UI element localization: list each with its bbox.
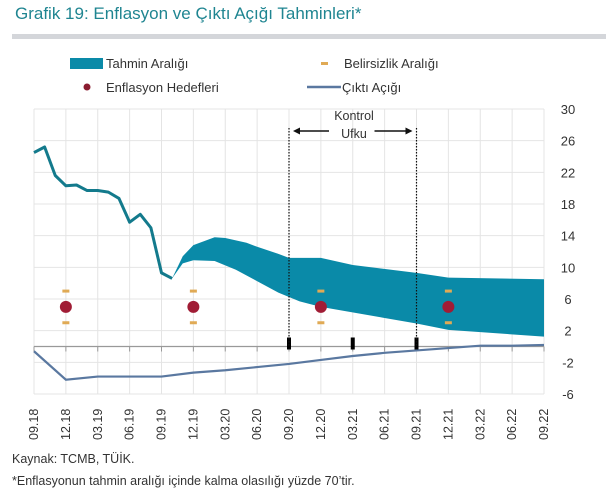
y-tick-label: 6 xyxy=(564,292,571,307)
x-tick-label: 06.22 xyxy=(505,409,519,440)
legend-uncertainty-label: Belirsizlik Aralığı xyxy=(344,56,439,71)
uncertainty-low-mark xyxy=(317,321,325,325)
legend: Tahmin Aralığı Belirsizlik Aralığı Enfla… xyxy=(70,56,439,95)
y-tick-label: 10 xyxy=(561,260,575,275)
legend-target-label: Enflasyon Hedefleri xyxy=(106,80,219,95)
y-tick-label: 26 xyxy=(561,134,575,149)
y-tick-label: 30 xyxy=(561,102,575,117)
chart-title: Grafik 19: Enflasyon ve Çıktı Açığı Tahm… xyxy=(15,4,362,23)
x-tick-label: 03.22 xyxy=(473,409,487,440)
axis-marker xyxy=(287,337,291,350)
x-tick-label: 06.19 xyxy=(123,409,137,440)
y-tick-label: 22 xyxy=(561,165,575,180)
axis-marker xyxy=(350,337,355,350)
inflation-target-point xyxy=(187,300,200,313)
source-note: Kaynak: TCMB, TÜİK. xyxy=(12,452,135,466)
x-tick-label: 12.20 xyxy=(314,409,328,440)
y-tick-label: -2 xyxy=(562,355,574,370)
arrow-right-icon xyxy=(405,127,413,135)
uncertainty-high-mark xyxy=(62,289,70,293)
uncertainty-high-mark xyxy=(444,289,452,293)
x-tick-label: 09.19 xyxy=(155,409,169,440)
uncertainty-low-mark xyxy=(62,321,70,325)
inflation-line xyxy=(33,145,173,280)
legend-band-label: Tahmin Aralığı xyxy=(106,56,188,71)
annotation-line2: Ufku xyxy=(341,127,367,141)
y-tick-label: 2 xyxy=(564,324,571,339)
x-tick-label: 09.22 xyxy=(537,409,551,440)
y-tick-label: -6 xyxy=(562,387,574,402)
x-tick-label: 06.20 xyxy=(250,409,264,440)
legend-band-swatch xyxy=(70,58,103,69)
x-tick-label: 12.18 xyxy=(59,409,73,440)
x-tick-label: 09.18 xyxy=(27,409,41,440)
legend-gap-label: Çıktı Açığı xyxy=(342,80,401,95)
title-divider xyxy=(12,34,606,39)
uncertainty-high-mark xyxy=(189,289,197,293)
y-axis: 30 26 22 18 14 10 6 2 -2 -6 xyxy=(561,102,575,402)
axis-marker xyxy=(414,337,419,350)
arrow-left-icon xyxy=(293,127,300,135)
uncertainty-high-mark xyxy=(317,289,325,293)
y-tick-label: 18 xyxy=(561,197,575,212)
control-horizon-annotation: Kontrol Ufku xyxy=(288,109,418,347)
x-tick-label: 06.21 xyxy=(378,409,392,440)
annotation-line1: Kontrol xyxy=(334,109,374,123)
x-tick-label: 03.21 xyxy=(346,409,360,440)
x-tick-label: 12.21 xyxy=(441,409,455,440)
inflation-target-point xyxy=(442,300,455,313)
x-tick-label: 09.21 xyxy=(410,409,424,440)
x-axis: 09.18 12.18 03.19 06.19 09.19 12.19 03.20 06.20… xyxy=(27,409,551,440)
x-tick-label: 03.20 xyxy=(218,409,232,440)
footnote: *Enflasyonun tahmin aralığı içinde kalma… xyxy=(12,474,355,488)
y-tick-label: 14 xyxy=(561,229,575,244)
x-tick-label: 09.20 xyxy=(282,409,296,440)
legend-target-swatch xyxy=(83,83,91,91)
plot-marks xyxy=(33,145,545,381)
output-gap-line xyxy=(33,343,545,381)
legend-uncertainty-swatch xyxy=(321,62,328,65)
inflation-target-point xyxy=(59,300,72,313)
inflation-target-point xyxy=(314,300,327,313)
x-tick-label: 03.19 xyxy=(91,409,105,440)
uncertainty-low-mark xyxy=(444,321,452,325)
uncertainty-low-mark xyxy=(189,321,197,325)
x-tick-label: 12.19 xyxy=(186,409,200,440)
forecast-band xyxy=(172,237,544,337)
